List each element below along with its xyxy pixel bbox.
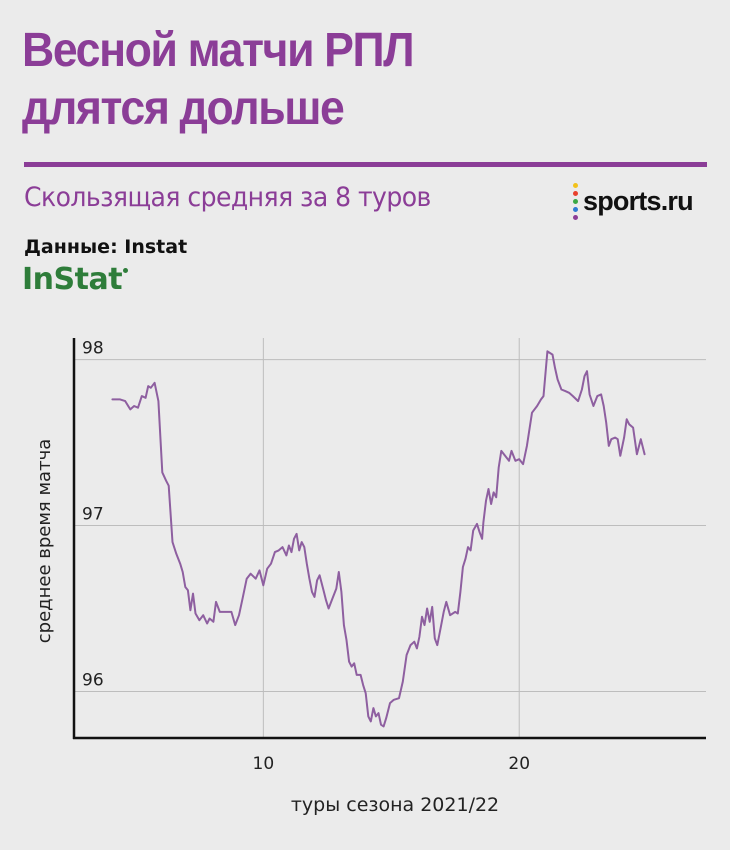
- instat-logo: InStat: [22, 262, 129, 297]
- y-tick-label: 96: [82, 671, 104, 691]
- data-source: Данные: Instat: [24, 236, 188, 258]
- x-axis-label: туры сезона 2021/22: [291, 794, 499, 816]
- series-line: [111, 350, 646, 728]
- brand-dots-icon: [573, 183, 578, 220]
- brand-dot: [573, 191, 578, 196]
- title-line-2: длятся дольше: [22, 82, 345, 135]
- brand-dot: [573, 215, 578, 220]
- chart-subtitle: Скользящая средняя за 8 туров: [24, 182, 431, 213]
- brand-dot: [573, 199, 578, 204]
- y-tick-label: 98: [82, 339, 104, 359]
- instat-logo-text: InStat: [22, 262, 123, 297]
- title-line-1: Весной матчи РПЛ: [22, 24, 415, 77]
- brand-dot: [573, 207, 578, 212]
- y-tick-label: 97: [82, 505, 104, 525]
- logo-dot-icon: [123, 268, 129, 273]
- y-axis-label: среднее время матча: [34, 439, 55, 643]
- title-divider: [24, 162, 707, 167]
- brand-dot: [573, 183, 578, 188]
- x-tick-label: 20: [508, 754, 530, 774]
- sports-ru-logo[interactable]: sports.ru: [573, 183, 694, 220]
- x-tick-label: 10: [253, 754, 275, 774]
- brand-name: sports.ru: [583, 186, 694, 216]
- chart-title: Весной матчи РПЛ длятся дольше: [22, 22, 543, 138]
